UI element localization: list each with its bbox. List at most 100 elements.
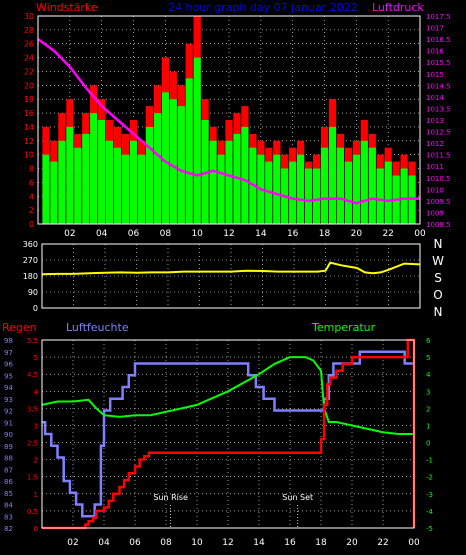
x-tick-label: 20 [346, 538, 358, 548]
humidity-tick-label: 90 [4, 431, 13, 439]
temperature-tick-label: 6 [426, 337, 431, 345]
pressure-tick-label: 1017 [426, 25, 444, 33]
wind-tick-label: 20 [24, 81, 34, 90]
compass-label: N [434, 305, 443, 319]
temperature-tick-label: -2 [426, 474, 433, 482]
gust-bar [241, 126, 249, 224]
gust-bar [328, 126, 337, 224]
direction-tick-label: 90 [28, 288, 38, 297]
x-tick-label: 02 [64, 229, 75, 239]
wind-panel-frame [37, 15, 421, 225]
x-tick-label: 22 [377, 538, 388, 548]
pressure-axis-title: Luftdruck [372, 1, 424, 14]
gust-bar [209, 140, 217, 224]
sun-set-label: Sun Set [282, 493, 313, 502]
gust-bar [177, 106, 185, 224]
pressure-tick-label: 1009 [426, 209, 444, 217]
wind-tick-label: 22 [24, 67, 34, 76]
humidity-tick-label: 86 [4, 478, 13, 486]
humidity-tick-label: 96 [4, 361, 13, 369]
gust-bar [313, 168, 321, 224]
gust-bar [169, 99, 177, 224]
gust-bar [352, 154, 360, 224]
pressure-tick-label: 1010 [426, 186, 444, 194]
pressure-tick-label: 1012.5 [426, 129, 451, 137]
wind-tick-label: 26 [24, 40, 34, 49]
pressure-line [37, 38, 420, 205]
humidity-tick-label: 82 [4, 525, 13, 533]
temperature-tick-label: 2 [426, 405, 430, 413]
gust-bar [289, 161, 297, 224]
humidity-tick-label: 83 [4, 513, 13, 521]
gust-bar [82, 133, 90, 224]
temperature-axis-title: Temperatur [311, 321, 376, 334]
pressure-tick-label: 1011 [426, 163, 444, 171]
x-tick-label: 16 [284, 538, 296, 548]
wind-axis-title: Windstärke [36, 1, 98, 14]
gust-bar [336, 147, 344, 224]
gust-bar [114, 147, 122, 224]
pressure-tick-label: 1012 [426, 140, 444, 148]
gust-bar [273, 154, 281, 224]
wind-tick-label: 12 [24, 137, 34, 146]
pressure-tick-label: 1014.5 [426, 82, 451, 90]
wind-tick-label: 30 [24, 12, 34, 21]
x-tick-label: 04 [96, 229, 108, 239]
rain-tick-label: 1 [34, 491, 38, 499]
humidity-tick-label: 88 [4, 455, 13, 463]
compass-label: S [434, 271, 442, 285]
x-tick-label: 10 [191, 229, 203, 239]
gust-bar [137, 154, 146, 224]
rain-tick-label: 4 [34, 388, 39, 396]
x-tick-label: 20 [351, 229, 363, 239]
gust-bar [193, 57, 201, 224]
rain-tick-label: 2.5 [27, 440, 38, 448]
x-tick-label: 06 [129, 538, 141, 548]
gust-bar [305, 168, 313, 224]
gust-bar [129, 140, 138, 224]
compass-label: W [432, 254, 444, 268]
chart-title: 24 hour graph day 07 Januar 2022 [168, 1, 358, 14]
pressure-tick-label: 1015.5 [426, 59, 451, 67]
rain-tick-label: 4.5 [27, 371, 38, 379]
wind-tick-label: 6 [29, 178, 34, 187]
x-tick-label: 04 [98, 538, 110, 548]
gust-bar [384, 161, 392, 224]
direction-line [41, 261, 421, 276]
gust-bar [400, 168, 408, 224]
x-tick-label: 10 [191, 538, 203, 548]
humidity-tick-label: 92 [4, 408, 13, 416]
gust-bar [344, 161, 352, 224]
rain-tick-label: 0 [34, 525, 38, 533]
climate-panel-frame [41, 339, 415, 529]
wind-tick-label: 14 [24, 123, 34, 132]
pressure-tick-label: 1015 [426, 71, 444, 79]
temperature-tick-label: 0 [426, 440, 430, 448]
x-tick-label: 00 [414, 229, 426, 239]
gust-bar [122, 154, 130, 224]
x-tick-label: 06 [128, 229, 140, 239]
gust-bar [217, 154, 225, 224]
wind-tick-label: 10 [24, 151, 34, 160]
wind-tick-label: 0 [29, 220, 34, 229]
gust-bar [74, 147, 82, 224]
humidity-axis-title: Luftfeuchte [66, 321, 129, 334]
temperature-tick-label: 3 [426, 388, 430, 396]
wind-tick-label: 8 [29, 165, 34, 174]
direction-tick-label: 360 [23, 240, 38, 249]
gust-bar [185, 78, 193, 225]
temperature-line [41, 356, 414, 435]
humidity-tick-label: 84 [4, 502, 13, 510]
pressure-tick-label: 1016.5 [426, 36, 451, 44]
rain-tick-label: 0.5 [27, 508, 38, 516]
humidity-tick-label: 93 [4, 396, 13, 404]
x-tick-label: 12 [222, 538, 233, 548]
pressure-tick-label: 1010.5 [426, 175, 451, 183]
gust-bar [320, 147, 329, 224]
humidity-tick-label: 98 [4, 337, 13, 345]
rain-tick-label: 1.5 [27, 474, 38, 482]
chart-panels: 02 04 06 08 10 12 14 16 18 20 22 000246810121416182… [4, 12, 451, 548]
x-tick-label: 02 [67, 538, 78, 548]
gust-bar [98, 120, 106, 224]
